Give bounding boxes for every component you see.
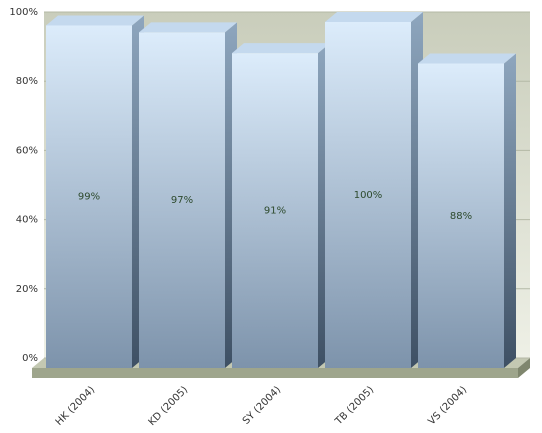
y-tick-label: 60%	[16, 145, 38, 156]
y-tick-label: 0%	[22, 353, 38, 364]
bar-top	[46, 15, 144, 26]
bar-top	[139, 22, 237, 33]
y-tick-label: 20%	[16, 284, 38, 295]
y-tick-label: 80%	[16, 76, 38, 87]
x-tick-label: SY (2004)	[241, 384, 283, 426]
x-tick-label: KD (2005)	[147, 384, 191, 428]
bar	[418, 53, 516, 369]
value-label: 99%	[78, 192, 100, 203]
x-tick-label: HK (2004)	[54, 384, 98, 428]
bar-front	[418, 63, 504, 369]
x-tick-label: TB (2005)	[333, 384, 376, 427]
floor-front	[32, 368, 518, 378]
value-label: 97%	[171, 195, 193, 206]
bar-front	[232, 53, 318, 368]
floor-side	[518, 358, 530, 378]
x-tick-label: VS (2004)	[426, 384, 469, 427]
value-label: 100%	[354, 190, 383, 201]
y-tick-label: 40%	[16, 215, 38, 226]
bar-side	[504, 53, 516, 369]
value-label: 91%	[264, 206, 286, 217]
bar-front	[325, 22, 411, 368]
bar-front	[139, 32, 225, 368]
y-tick-label: 100%	[9, 7, 38, 18]
bar-front	[46, 25, 132, 369]
bar-top	[325, 12, 423, 22]
bar	[139, 22, 237, 368]
bar-top	[232, 43, 330, 54]
value-label: 88%	[450, 211, 472, 222]
bar-top	[418, 53, 516, 64]
bar	[232, 43, 330, 368]
